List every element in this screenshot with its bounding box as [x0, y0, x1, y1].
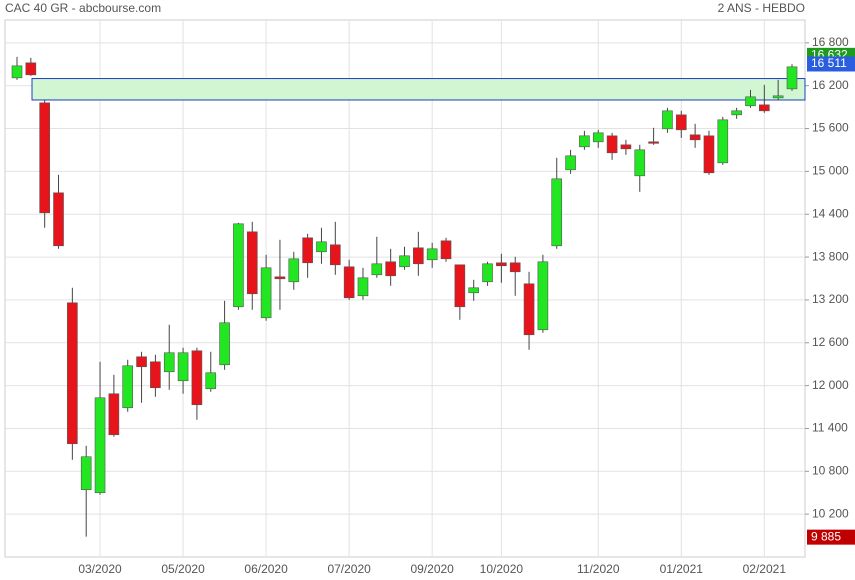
- candle-body: [675, 114, 687, 131]
- candle-body: [717, 119, 729, 164]
- candle-body: [39, 102, 50, 214]
- candle-body: [772, 95, 784, 99]
- candle-body: [565, 155, 576, 171]
- price-zone: [31, 78, 806, 101]
- candle-body: [786, 66, 798, 90]
- candle-body: [150, 361, 161, 389]
- candle-body: [136, 356, 147, 368]
- candle-body: [689, 134, 701, 141]
- candle-body: [703, 135, 715, 174]
- candle-body: [634, 149, 646, 177]
- candle-body: [122, 365, 134, 409]
- candle-body: [330, 244, 341, 266]
- candle-body: [579, 135, 590, 148]
- candle-body: [496, 262, 507, 267]
- candle-body: [551, 178, 563, 247]
- candle-body: [219, 322, 230, 366]
- candle-body: [53, 192, 64, 247]
- candle-body: [191, 350, 203, 406]
- y-tick-label: 10 200: [812, 506, 849, 520]
- candle-body: [413, 247, 424, 265]
- y-tick-label: 12 000: [812, 378, 849, 392]
- candle-body: [454, 264, 466, 308]
- candle-body: [606, 135, 618, 154]
- candle-body: [25, 62, 37, 76]
- candle-body: [523, 283, 535, 336]
- candle-body: [482, 263, 493, 283]
- candle-body: [592, 132, 604, 143]
- chart-subtitle: 2 ANS - HEBDO: [718, 1, 805, 15]
- chart-title: CAC 40 GR - abcbourse.com: [5, 1, 161, 15]
- candle-body: [759, 104, 770, 112]
- candle-body: [260, 267, 272, 319]
- y-tick-label: 15 000: [812, 164, 849, 178]
- candle-body: [371, 263, 383, 276]
- y-tick-label: 13 200: [812, 292, 849, 306]
- candle-body: [620, 144, 632, 150]
- x-tick-label: 11/2020: [577, 562, 620, 576]
- price-tag-label: 16 511: [811, 56, 847, 70]
- candle-body: [426, 248, 438, 261]
- x-tick-label: 06/2020: [244, 562, 288, 576]
- candle-body: [163, 352, 175, 373]
- y-tick-label: 16 200: [812, 78, 849, 92]
- candle-body: [316, 241, 327, 253]
- candle-body: [509, 262, 521, 273]
- x-tick-label: 05/2020: [161, 562, 205, 576]
- y-tick-label: 10 800: [812, 463, 849, 477]
- candle-body: [94, 397, 106, 494]
- x-tick-label: 09/2020: [410, 562, 454, 576]
- plot-frame: [4, 19, 806, 558]
- candle-body: [80, 456, 92, 491]
- candle-body: [440, 240, 452, 260]
- candle-body: [745, 96, 756, 107]
- candle-body: [177, 352, 189, 382]
- candle-body: [11, 65, 23, 79]
- x-tick-label: 02/2021: [743, 562, 787, 576]
- candle-body: [648, 141, 659, 144]
- y-tick-label: 12 600: [812, 335, 849, 349]
- y-tick-label: 13 800: [812, 249, 849, 263]
- y-tick-label: 16 800: [812, 35, 849, 49]
- candle-body: [246, 231, 258, 295]
- candle-body: [205, 372, 217, 390]
- x-tick-label: 03/2020: [78, 562, 122, 576]
- y-tick-label: 15 600: [812, 121, 849, 135]
- y-tick-label: 14 400: [812, 206, 849, 220]
- candle-body: [537, 261, 549, 331]
- candle-body: [274, 276, 286, 280]
- candle-body: [731, 110, 742, 116]
- candle-body: [233, 223, 244, 308]
- x-tick-label: 07/2020: [327, 562, 371, 576]
- candle-body: [399, 255, 410, 268]
- price-tag: [807, 56, 855, 72]
- x-tick-label: 10/2020: [480, 562, 524, 576]
- candle-body: [357, 277, 369, 297]
- candle-body: [288, 258, 300, 283]
- candle-body: [662, 110, 673, 130]
- candle-body: [108, 393, 120, 436]
- candle-body: [385, 261, 396, 277]
- x-tick-label: 01/2021: [660, 562, 704, 576]
- price-tag: [807, 529, 855, 545]
- candle-body: [468, 287, 479, 294]
- candle-body: [343, 266, 355, 299]
- y-tick-label: 11 400: [812, 421, 848, 435]
- price-tag-label: 9 885: [811, 529, 841, 543]
- candle-body: [67, 302, 78, 445]
- candle-body: [302, 237, 313, 264]
